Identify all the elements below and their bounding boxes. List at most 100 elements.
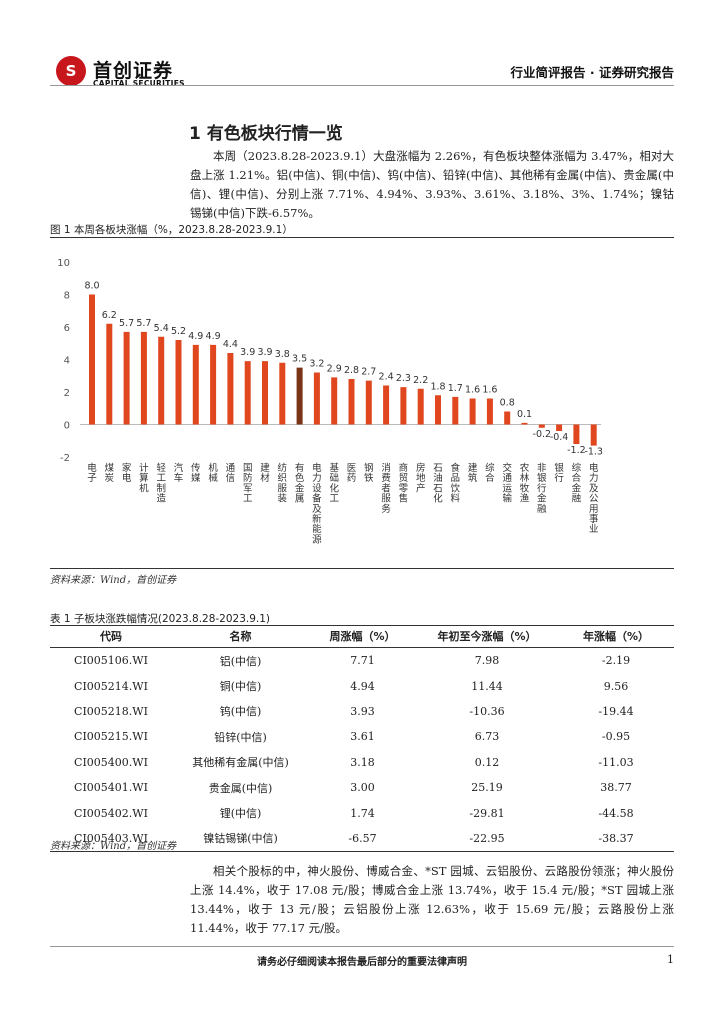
cell-code: CI005218.WI [74,704,148,718]
data-label: 1.8 [430,381,445,392]
data-label: 6.2 [102,310,117,321]
cell-name: 铝(中信) [219,654,262,668]
data-label: 2.8 [344,365,359,376]
footer-divider [50,946,674,947]
cell-ytd: 6.73 [474,730,500,744]
category-label-char: 房 [416,462,426,474]
data-label: 3.9 [257,347,272,358]
footer-disclaimer: 请务必仔细阅读本报告最后部分的重要法律声明 [257,957,467,968]
cell-year: 38.77 [600,781,632,795]
col-week-header: 周涨幅（%） [309,625,416,648]
cell-year: -11.03 [598,755,634,769]
data-label: 4.9 [188,331,203,342]
data-label: 3.2 [309,359,324,370]
cell-name: 钨(中信) [219,705,262,719]
category-label-char: 计 [139,462,149,474]
cell-code: CI005215.WI [74,730,148,744]
category-label-char: 基 [329,462,339,474]
col-code-header: 代码 [50,625,172,648]
data-label: -0.2 [533,429,552,440]
category-label-char: 料 [451,493,461,505]
cell-name: 铅锌(中信) [214,730,267,744]
category-label-char: 织 [278,472,288,484]
bar-钢铁 [365,380,372,425]
category-label-char: 色 [295,472,305,484]
category-label-char: 地 [416,472,426,484]
data-label: 2.4 [379,372,394,383]
category-label-char: 石 [433,483,443,494]
data-label: 5.2 [171,326,186,337]
bar-医药 [348,379,355,425]
data-label: 2.7 [361,367,376,378]
table-header-row: 代码 名称 周涨幅（%） 年初至今涨幅（%） 年涨幅（%） [50,625,674,648]
category-label-char: 交 [502,462,512,474]
category-label-char: 行 [554,472,564,484]
category-label-char: 非 [537,462,547,474]
category-label-char: 融 [537,504,547,515]
report-type: 行业简评报告 · 证券研究报告 [510,65,674,80]
category-label-char: 金 [295,482,305,494]
category-label-char: 消 [381,462,391,474]
category-label-char: 品 [451,473,461,484]
table-row: CI005400.WI 其他稀有金属(中信) 3.18 0.12 -11.03 [50,750,674,775]
cell-year: -2.19 [601,654,631,668]
category-label-char: 运 [502,483,512,494]
category-label-char: 煤 [105,462,115,474]
category-label-char: 属 [295,494,305,505]
category-label-char: 子 [87,473,97,484]
data-label: -0.4 [550,432,569,443]
cell-code: CI005401.WI [74,781,148,795]
bar-房地产 [417,388,424,425]
category-label-char: 融 [572,494,582,505]
category-label-char: 金 [537,493,547,505]
cell-name: 铜(中信) [219,680,262,694]
cell-ytd: -22.95 [416,825,558,853]
figure-top-rule [50,237,674,238]
data-label: 4.9 [206,331,221,342]
bar-电力及公用事业 [590,424,597,446]
cell-ytd: 11.44 [471,679,503,693]
data-label: -1.2 [567,445,586,456]
category-label-char: 能 [312,523,322,535]
data-label: 5.4 [154,323,169,334]
category-label-char: 费 [381,472,391,484]
table-caption: 表 1 子板块涨跌幅情况(2023.8.28-2023.9.1) [50,613,271,625]
data-label: 5.7 [119,318,134,329]
category-label-char: 材 [260,472,270,484]
bar-综合 [486,398,493,425]
category-label-char: 油 [433,472,443,484]
bar-电子 [89,294,95,425]
category-label-char: 信 [226,472,236,484]
header-divider [50,85,674,86]
data-label: 2.9 [327,363,342,374]
category-label-char: 用 [589,504,599,515]
cell-name: 镍钴锡锑(中信) [172,825,309,853]
cell-week: 3.18 [350,755,375,769]
y-tick-label: 6 [64,323,70,334]
category-label-char: 业 [589,524,599,535]
category-label-char: 农 [520,462,530,474]
category-label-char: 电 [87,462,97,474]
category-label-char: 贸 [399,472,409,484]
category-label-char: 零 [399,483,409,494]
cell-week: 3.00 [350,781,375,795]
category-label-char: 装 [278,493,288,505]
section-title: 1 有色板块行情一览 [189,124,343,144]
cell-name: 锂(中信) [219,807,262,821]
cell-year: -38.37 [558,825,674,853]
category-label-char: 炭 [105,473,115,484]
bar-非银行金融 [538,424,545,428]
category-label-char: 机 [208,462,218,474]
bar-农林牧渔 [521,422,528,425]
subsector-table: 代码 名称 周涨幅（%） 年初至今涨幅（%） 年涨幅（%） CI005106.W… [50,625,674,853]
cell-code: CI005106.WI [74,654,148,668]
bar-机械 [210,344,217,425]
category-label-char: 服 [381,494,391,505]
table-row: CI005215.WI 铅锌(中信) 3.61 6.73 -0.95 [50,724,674,749]
cell-code: CI005403.WI [50,825,172,853]
bar-家电 [123,331,130,425]
category-label-char: 造 [156,493,166,505]
bar-建材 [262,361,268,425]
table-row: CI005214.WI 铜(中信) 4.94 11.44 9.56 [50,673,674,698]
category-label-char: 防 [243,472,253,484]
